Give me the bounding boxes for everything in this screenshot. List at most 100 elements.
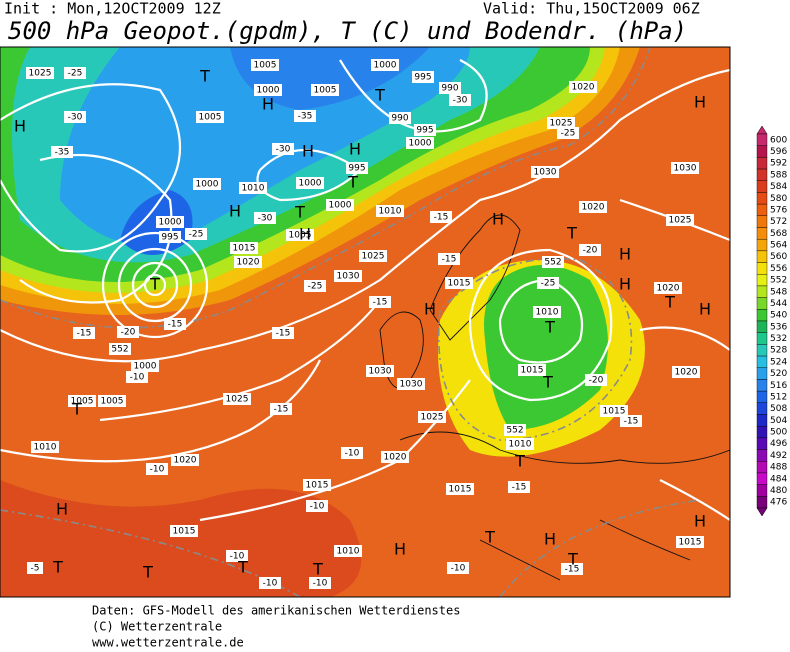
label-box bbox=[326, 199, 354, 211]
colorbar: 6005965925885845805765725685645605565525… bbox=[756, 125, 787, 517]
isoline-label: -10 bbox=[230, 552, 245, 562]
label-box bbox=[389, 112, 411, 124]
colorbar-label: 512 bbox=[770, 392, 787, 402]
label-box bbox=[294, 110, 316, 122]
colorbar-cell bbox=[756, 133, 768, 146]
label-box bbox=[309, 577, 331, 589]
label-box bbox=[445, 277, 473, 289]
isoline-label: 1010 bbox=[536, 308, 559, 318]
label-box bbox=[585, 374, 607, 386]
label-box bbox=[418, 411, 446, 423]
pressure-center: T bbox=[542, 373, 553, 392]
colorbar-cell bbox=[756, 203, 768, 217]
footer-line: Daten: GFS-Modell des amerikanischen Wet… bbox=[92, 604, 460, 618]
colorbar-label: 540 bbox=[770, 311, 787, 321]
label-box bbox=[311, 84, 339, 96]
label-box bbox=[226, 550, 248, 562]
isoline-label: -15 bbox=[624, 417, 639, 427]
label-box bbox=[579, 201, 607, 213]
isoline-label: 1020 bbox=[572, 83, 595, 93]
label-box bbox=[196, 111, 224, 123]
label-box bbox=[164, 318, 186, 330]
isoline-label: -30 bbox=[68, 113, 83, 123]
pressure-center: H bbox=[544, 530, 556, 549]
footer-line: (C) Wetterzentrale bbox=[92, 620, 222, 634]
label-box bbox=[666, 214, 694, 226]
label-box bbox=[446, 483, 474, 495]
colorbar-cell bbox=[756, 320, 768, 333]
pressure-center: H bbox=[394, 540, 406, 559]
isoline-label: 1015 bbox=[603, 407, 626, 417]
label-box bbox=[230, 242, 258, 254]
isoline-label: 1025 bbox=[29, 69, 52, 79]
isoline-label: 1025 bbox=[421, 413, 444, 423]
isoline-label: 1010 bbox=[34, 443, 57, 453]
label-box bbox=[272, 143, 294, 155]
valid-time: Valid: Thu,15OCT2009 06Z bbox=[483, 0, 700, 18]
isoline-label: -25 bbox=[541, 279, 556, 289]
pressure-center: T bbox=[199, 67, 210, 86]
isoline-label: 1015 bbox=[448, 279, 471, 289]
isoline-label: -10 bbox=[130, 373, 145, 383]
colorbar-label: 548 bbox=[770, 287, 787, 297]
isoline-label: -15 bbox=[512, 483, 527, 493]
pressure-center: T bbox=[347, 173, 358, 192]
label-box bbox=[239, 182, 267, 194]
colorbar-cell bbox=[756, 192, 768, 205]
isoline-label: -15 bbox=[77, 329, 92, 339]
label-box bbox=[156, 216, 184, 228]
isoline-label: 1030 bbox=[369, 367, 392, 377]
isoline-label: 1030 bbox=[400, 380, 423, 390]
colorbar-label: 584 bbox=[770, 182, 787, 192]
pressure-center: T bbox=[544, 318, 555, 337]
label-box bbox=[569, 81, 597, 93]
colorbar-label: 600 bbox=[770, 135, 787, 145]
colorbar-label: 536 bbox=[770, 322, 787, 332]
label-box bbox=[234, 256, 262, 268]
label-box bbox=[518, 364, 546, 376]
isoline-label: -10 bbox=[150, 465, 165, 475]
map-frame bbox=[0, 46, 731, 598]
label-box bbox=[672, 366, 700, 378]
label-box bbox=[170, 525, 198, 537]
map-title: 500 hPa Geopot.(gpdm), T (C) und Bodendr… bbox=[8, 17, 687, 45]
colorbar-cell bbox=[756, 250, 768, 263]
isoline-label: 1000 bbox=[299, 179, 322, 189]
label-box bbox=[346, 162, 368, 174]
label-box bbox=[542, 256, 564, 268]
label-box bbox=[31, 441, 59, 453]
colorbar-label: 528 bbox=[770, 346, 787, 356]
isoline-label: -20 bbox=[589, 376, 604, 386]
isoline-label: 990 bbox=[391, 114, 408, 124]
label-box bbox=[671, 162, 699, 174]
colorbar-label: 484 bbox=[770, 474, 787, 484]
isoline-label: -10 bbox=[310, 502, 325, 512]
pressure-center: H bbox=[694, 512, 706, 531]
isoline-label: 1000 bbox=[196, 180, 219, 190]
label-box bbox=[270, 403, 292, 415]
isoline-label: 1010 bbox=[337, 547, 360, 557]
isoline-label: 1015 bbox=[449, 485, 472, 495]
label-box bbox=[359, 250, 387, 262]
label-box bbox=[159, 231, 181, 243]
label-box bbox=[303, 479, 331, 491]
isoline-label: -35 bbox=[298, 112, 313, 122]
isoline-label: 1020 bbox=[675, 368, 698, 378]
label-box bbox=[504, 424, 526, 436]
pressure-center: T bbox=[142, 563, 153, 582]
label-box bbox=[193, 178, 221, 190]
colorbar-cell bbox=[756, 168, 768, 181]
colorbar-cell bbox=[756, 157, 768, 170]
label-box bbox=[286, 229, 314, 241]
isoline-label: 1020 bbox=[657, 284, 680, 294]
isoline-label: 552 bbox=[111, 345, 128, 355]
pressure-center: H bbox=[229, 202, 241, 221]
label-box bbox=[26, 67, 54, 79]
pressure-center: T bbox=[237, 558, 248, 577]
colorbar-cell bbox=[756, 227, 768, 240]
label-box bbox=[620, 415, 642, 427]
colorbar-label: 564 bbox=[770, 241, 787, 251]
colorbar-cell bbox=[756, 180, 768, 193]
isoline-label: 1025 bbox=[362, 252, 385, 262]
label-box bbox=[68, 395, 96, 407]
